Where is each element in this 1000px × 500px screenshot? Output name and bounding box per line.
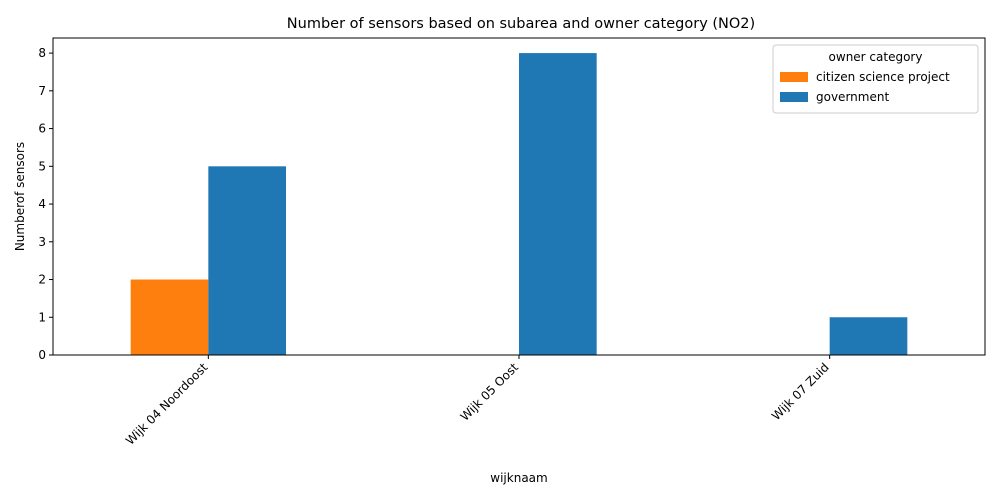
legend: owner category citizen science project go… — [772, 44, 979, 114]
y-tick-label: 7 — [38, 84, 46, 98]
bars-group — [130, 53, 908, 355]
chart-title: Number of sensors based on subarea and o… — [287, 16, 755, 32]
legend-label: citizen science project — [816, 70, 950, 84]
y-tick-label: 4 — [38, 197, 46, 211]
plot-frame — [52, 37, 986, 356]
y-axis-title: Numberof sensors — [13, 142, 27, 251]
y-tick-label: 2 — [38, 273, 46, 287]
x-tick-label: Wijk 04 Noordoost — [123, 360, 211, 448]
legend-title: owner category — [829, 50, 923, 64]
y-tick-label: 0 — [38, 348, 46, 362]
x-tick-label: Wijk 05 Oost — [458, 360, 522, 424]
legend-swatch — [780, 72, 808, 82]
y-tick-label: 6 — [38, 122, 46, 136]
x-axis: Wijk 04 Noordoost Wijk 05 Oost Wijk 07 Zui… — [123, 355, 832, 448]
legend-swatch — [780, 92, 808, 102]
bar-citizen-science-project-0 — [130, 279, 209, 355]
y-axis: 0 1 2 3 4 5 6 7 8 — [38, 46, 53, 362]
bar-government-0 — [208, 166, 286, 355]
y-tick-label: 3 — [38, 235, 46, 249]
x-tick-label: Wijk 07 Zuid — [769, 360, 832, 423]
x-axis-title: wijknaam — [490, 471, 547, 485]
y-tick-label: 1 — [38, 310, 46, 324]
legend-box — [772, 44, 979, 114]
bar-government-2 — [829, 317, 908, 355]
legend-label: government — [816, 90, 889, 104]
y-tick-label: 8 — [38, 46, 46, 60]
bar-government-1 — [519, 53, 597, 355]
y-tick-label: 5 — [38, 159, 46, 173]
